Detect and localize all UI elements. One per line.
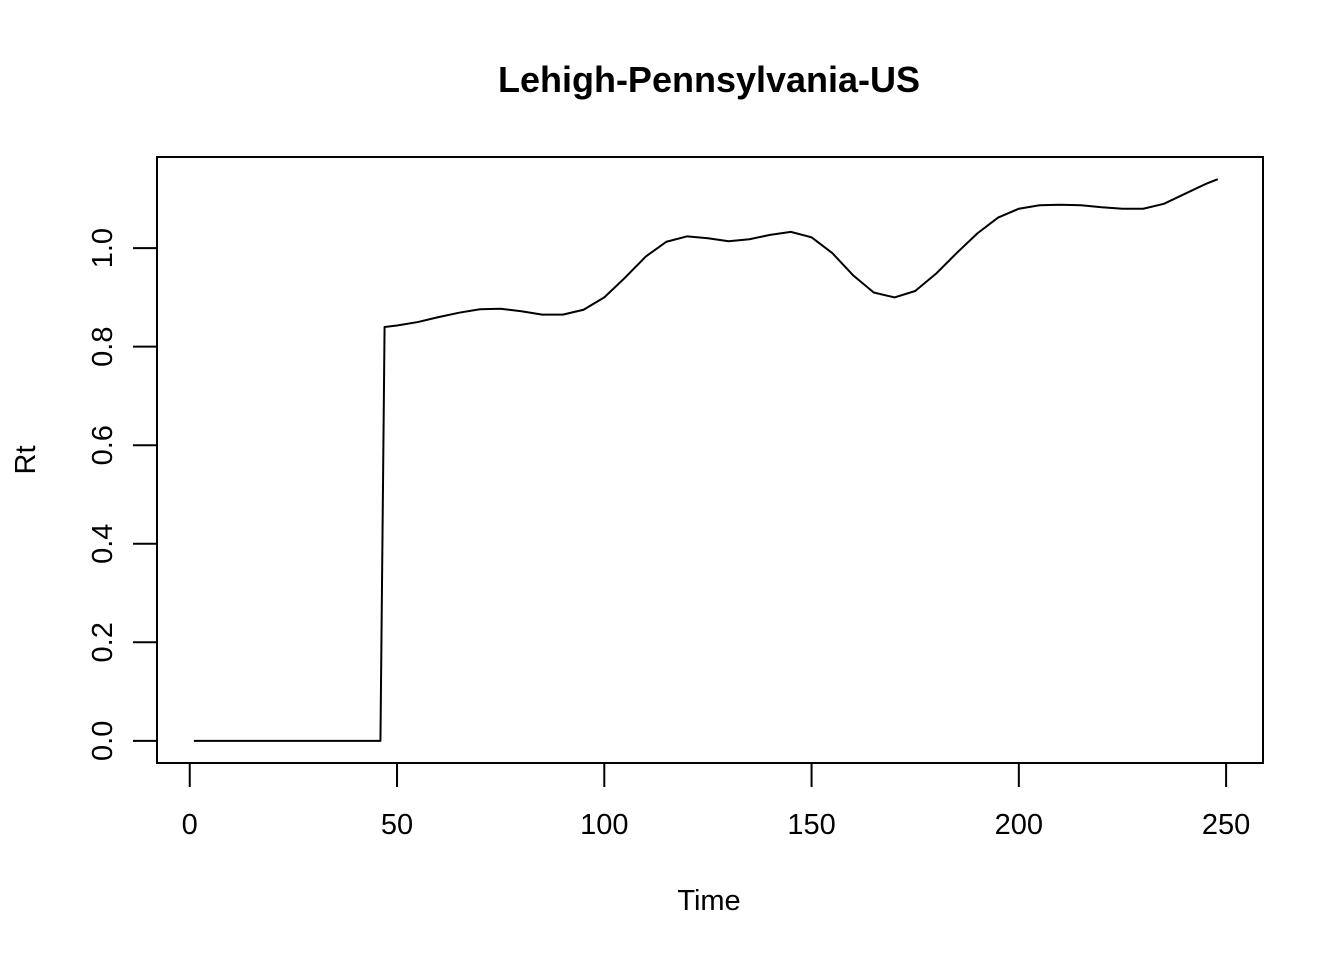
- y-axis-label: Rt: [10, 446, 42, 475]
- x-tick-label: 0: [182, 809, 198, 841]
- y-tick-label: 0.8: [87, 327, 119, 367]
- x-axis: 0 50 100 150 200 250: [182, 762, 1250, 841]
- y-axis: 0.0 0.2 0.4 0.6 0.8 1.0: [87, 228, 158, 761]
- series-line: [193, 178, 1219, 742]
- x-tick-label: 50: [381, 809, 413, 841]
- y-tick-label: 0.4: [87, 524, 119, 564]
- y-tick-label: 0.2: [87, 622, 119, 662]
- x-tick-label: 200: [995, 809, 1043, 841]
- chart-title: Lehigh-Pennsylvania-US: [498, 59, 920, 100]
- x-axis-label: Time: [677, 885, 740, 917]
- x-tick-label: 150: [787, 809, 835, 841]
- y-tick-label: 1.0: [87, 228, 119, 268]
- series-layer: [193, 178, 1219, 742]
- x-tick-label: 250: [1202, 809, 1250, 841]
- y-tick-label: 0.6: [87, 425, 119, 465]
- x-tick-label: 100: [580, 809, 628, 841]
- y-tick-label: 0.0: [87, 721, 119, 761]
- plot-frame: [156, 156, 1264, 764]
